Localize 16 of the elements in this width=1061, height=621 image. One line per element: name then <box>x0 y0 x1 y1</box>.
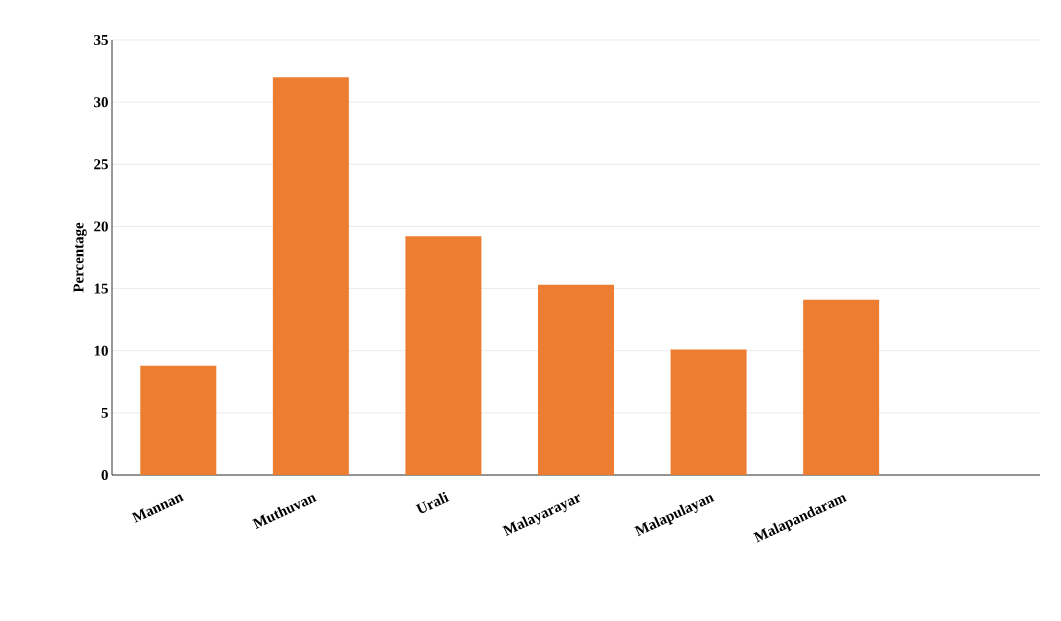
y-tick-label: 25 <box>94 159 108 170</box>
y-tick-label: 0 <box>101 469 108 481</box>
y-tick-label: 10 <box>94 345 108 356</box>
bar <box>803 299 880 475</box>
y-tick-label: 15 <box>94 283 108 294</box>
y-tick-label: 30 <box>94 97 108 108</box>
bar <box>140 365 217 475</box>
y-tick-label: 5 <box>101 407 108 418</box>
bar <box>272 77 349 475</box>
y-tick-label: 20 <box>94 221 108 232</box>
bar <box>538 284 614 475</box>
bar <box>670 349 747 475</box>
x-tick-label: Urali <box>415 491 450 513</box>
y-tick-label: 35 <box>94 34 108 46</box>
y-axis-title: Percentage <box>73 222 87 293</box>
bar <box>405 236 482 475</box>
